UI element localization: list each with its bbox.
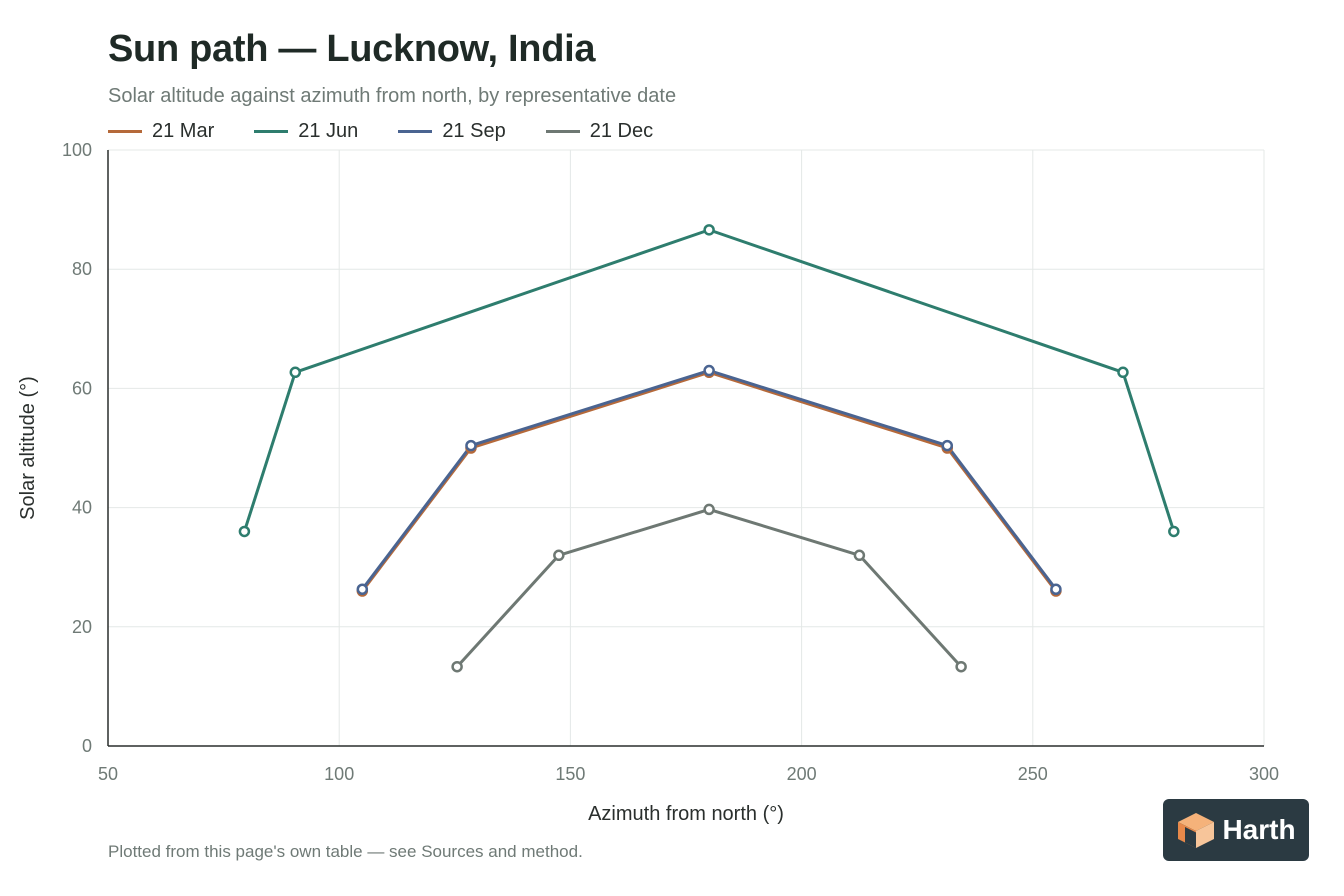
brand-name: Harth [1222, 814, 1296, 845]
y-tick-label: 80 [72, 259, 92, 279]
legend-label-dec: 21 Dec [589, 120, 654, 142]
series-line-21-mar [361, 370, 1058, 592]
legend-label-jun: 21 Jun [298, 120, 359, 142]
data-point-21-sep [1050, 583, 1062, 596]
data-point-21-dec [853, 549, 866, 562]
legend-label-sep: 21 Sep [442, 120, 506, 142]
chart-subtitle: Solar altitude against azimuth from nort… [108, 85, 677, 107]
data-point-21-jun [238, 525, 251, 538]
legend-item-mar[interactable]: 21 Mar [108, 120, 214, 143]
data-point-21-jun [1168, 525, 1180, 538]
data-point-21-dec [955, 660, 967, 673]
y-tick-label: 40 [72, 498, 92, 518]
data-point-21-dec [451, 660, 463, 673]
data-point-21-dec [703, 503, 715, 516]
x-tick-label: 50 [98, 764, 118, 784]
legend-swatch-mar [108, 130, 142, 133]
brand-badge[interactable]: Harth [1163, 799, 1309, 861]
legend-label-mar: 21 Mar [152, 120, 215, 142]
y-tick-label: 60 [72, 378, 92, 398]
x-tick-label: 100 [324, 764, 354, 784]
legend-item-dec[interactable]: 21 Dec [545, 120, 654, 143]
y-axis-label: Solar altitude (°) [17, 376, 39, 520]
data-point-21-sep [465, 439, 477, 452]
cube-icon [1178, 813, 1215, 848]
data-point-21-jun [1117, 366, 1129, 379]
data-point-21-jun [289, 366, 302, 379]
legend-item-sep[interactable]: 21 Sep [398, 120, 506, 143]
x-tick-label: 250 [1018, 764, 1048, 784]
legend-swatch-jun [254, 130, 289, 133]
data-point-21-dec [553, 549, 565, 562]
series-line-21-sep [361, 369, 1058, 591]
y-tick-label: 0 [82, 736, 92, 756]
legend-swatch-dec [545, 130, 580, 133]
data-point-21-jun [703, 224, 715, 236]
data-point-21-sep [941, 439, 954, 452]
data-point-21-sep [356, 583, 369, 596]
x-tick-label: 200 [787, 764, 817, 784]
data-point-21-sep [703, 364, 715, 377]
series-line-21-jun [242, 228, 1176, 532]
y-tick-label: 100 [62, 140, 92, 160]
x-axis-label: Azimuth from north (°) [588, 803, 784, 825]
legend-swatch-sep [398, 130, 433, 133]
legend-item-jun[interactable]: 21 Jun [254, 120, 358, 143]
y-tick-label: 20 [72, 617, 92, 637]
x-tick-label: 300 [1249, 764, 1279, 784]
chart-title: Sun path — Lucknow, India [108, 28, 596, 70]
footnote: Plotted from this page's own table — see… [108, 842, 583, 861]
series-line-21-dec [456, 507, 963, 668]
x-tick-label: 150 [555, 764, 585, 784]
legend: 21 Mar 21 Jun 21 Sep 21 Dec [108, 120, 693, 143]
